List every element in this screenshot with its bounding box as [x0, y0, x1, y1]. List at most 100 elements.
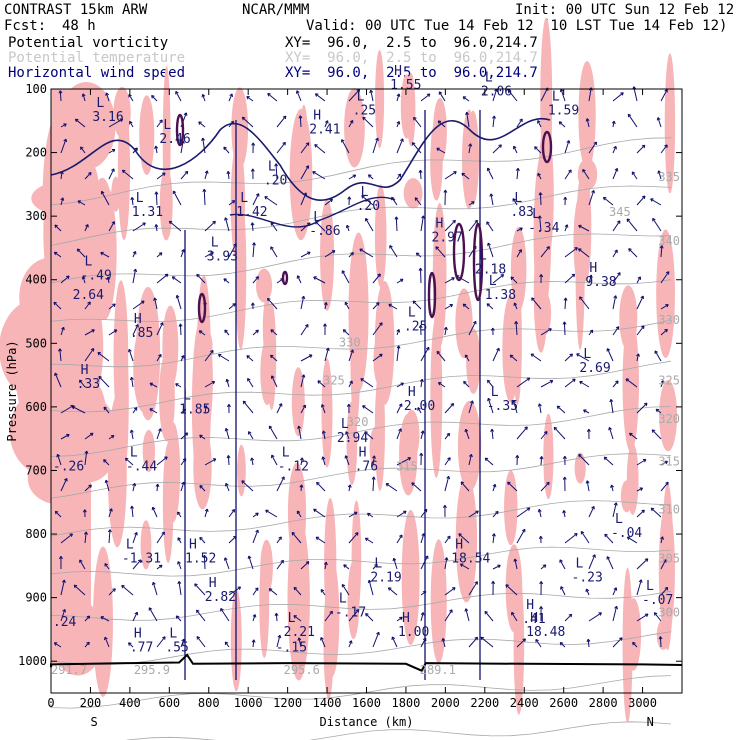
wind-arrowhead [487, 397, 491, 402]
wind-arrowhead [559, 642, 564, 646]
wind-vector [468, 510, 479, 518]
extremum-value: 2.46 [159, 132, 190, 147]
wind-arrowhead [534, 146, 538, 150]
pv-shade-blob [113, 86, 131, 139]
wind-vector [636, 402, 648, 414]
wind-vector [241, 480, 254, 492]
wind-arrowhead [636, 353, 640, 357]
extremum-marker: L [163, 118, 171, 133]
wind-arrowhead [653, 612, 658, 616]
field-theta-xy: XY= 96.0, 2.5 to 96.0,214.7 [285, 50, 538, 66]
wind-arrowhead [184, 170, 189, 175]
wind-arrowhead [154, 224, 159, 228]
pv-shade-blob [430, 124, 443, 201]
wind-vector [588, 612, 602, 622]
wind-vector [84, 641, 90, 648]
wind-arrowhead [418, 325, 423, 329]
pv-closed-contour [472, 222, 484, 302]
wind-arrowhead [324, 120, 329, 124]
field-theta-name: Potential temperature [8, 50, 186, 66]
wind-arrowhead [265, 509, 269, 514]
wind-vector [650, 507, 662, 518]
wind-arrowhead [164, 456, 168, 460]
wind-arrowhead [560, 586, 564, 590]
wind-arrowhead [486, 303, 491, 307]
wind-arrowhead [657, 170, 662, 174]
x-tick-label: 2400 [510, 696, 539, 710]
wind-arrowhead [60, 197, 65, 201]
wind-vector [131, 197, 134, 206]
wind-vector [84, 348, 95, 362]
wind-arrowhead [66, 433, 70, 438]
wind-arrowhead [398, 428, 402, 432]
wind-vector [156, 119, 163, 128]
extremum-value: -1.31 [122, 552, 161, 567]
wind-arrowhead [201, 137, 205, 141]
wind-arrowhead [548, 328, 552, 332]
wind-vector [396, 278, 404, 284]
wind-arrowhead [435, 246, 439, 250]
wind-arrowhead [107, 529, 112, 533]
y-tick-label: 300 [25, 209, 47, 223]
wind-arrowhead [458, 533, 462, 537]
theta-label: 289.1 [420, 663, 456, 677]
wind-vector [156, 456, 168, 466]
wind-vector [348, 484, 351, 492]
extremum-marker: H [134, 627, 142, 642]
pv-shade-blob [375, 49, 385, 149]
wind-vector [505, 584, 518, 596]
wind-arrowhead [639, 487, 644, 491]
wind-vector [610, 399, 614, 414]
wind-arrowhead [130, 505, 134, 509]
wind-vector [516, 529, 526, 544]
wind-arrowhead [369, 89, 374, 94]
wind-arrowhead [414, 197, 419, 201]
wind-vector [60, 434, 70, 440]
extremum-marker: H [455, 538, 463, 553]
wind-vector [77, 200, 86, 206]
pv-shade-blob [139, 95, 155, 176]
theta-contour [50, 406, 672, 457]
wind-arrowhead [613, 502, 618, 506]
axes-layer: 0 200 400 600 800 1000 1200 1400 1600 1800 2000 220… [5, 82, 683, 729]
wind-arrowhead [81, 276, 86, 280]
wind-arrowhead [343, 564, 347, 568]
wind-vector [156, 172, 166, 180]
pv-shade-blob [140, 520, 152, 570]
wind-vector [588, 506, 595, 518]
wind-vector [658, 170, 662, 180]
x-tick-label: 400 [119, 696, 141, 710]
wind-vector [487, 398, 494, 414]
wind-vector [348, 252, 354, 258]
wind-vector [104, 636, 110, 648]
wind-vector [300, 404, 306, 414]
wind-vector [100, 616, 110, 622]
wind-vector [444, 403, 454, 414]
x-tick-label: 3000 [628, 696, 657, 710]
wind-arrowhead [664, 328, 668, 333]
pv-shade-blob [619, 285, 638, 351]
wind-arrowhead [665, 271, 670, 275]
wind-arrowhead [473, 320, 477, 325]
wind-vector [538, 509, 542, 518]
extremum-value: 1.59 [548, 103, 579, 118]
wind-arrowhead [656, 117, 661, 121]
wind-arrowhead [80, 146, 84, 150]
wind-arrowhead [652, 217, 656, 222]
wind-arrowhead [475, 510, 479, 515]
wind-vector [228, 93, 233, 102]
wind-arrowhead [539, 606, 544, 610]
wind-arrowhead [650, 198, 654, 202]
pv-shade-blob [237, 444, 246, 497]
wind-arrowhead [526, 377, 531, 381]
extremum-marker: L [282, 445, 290, 460]
wind-arrowhead [64, 477, 68, 482]
wind-vector [563, 510, 566, 518]
wind-arrowhead [497, 564, 501, 569]
wind-vector [84, 432, 94, 440]
wind-arrowhead [204, 170, 209, 174]
wind-arrowhead [638, 579, 643, 583]
wind-vector [492, 115, 495, 128]
extremum-value: -.07 [642, 593, 673, 608]
wind-arrowhead [86, 641, 90, 646]
